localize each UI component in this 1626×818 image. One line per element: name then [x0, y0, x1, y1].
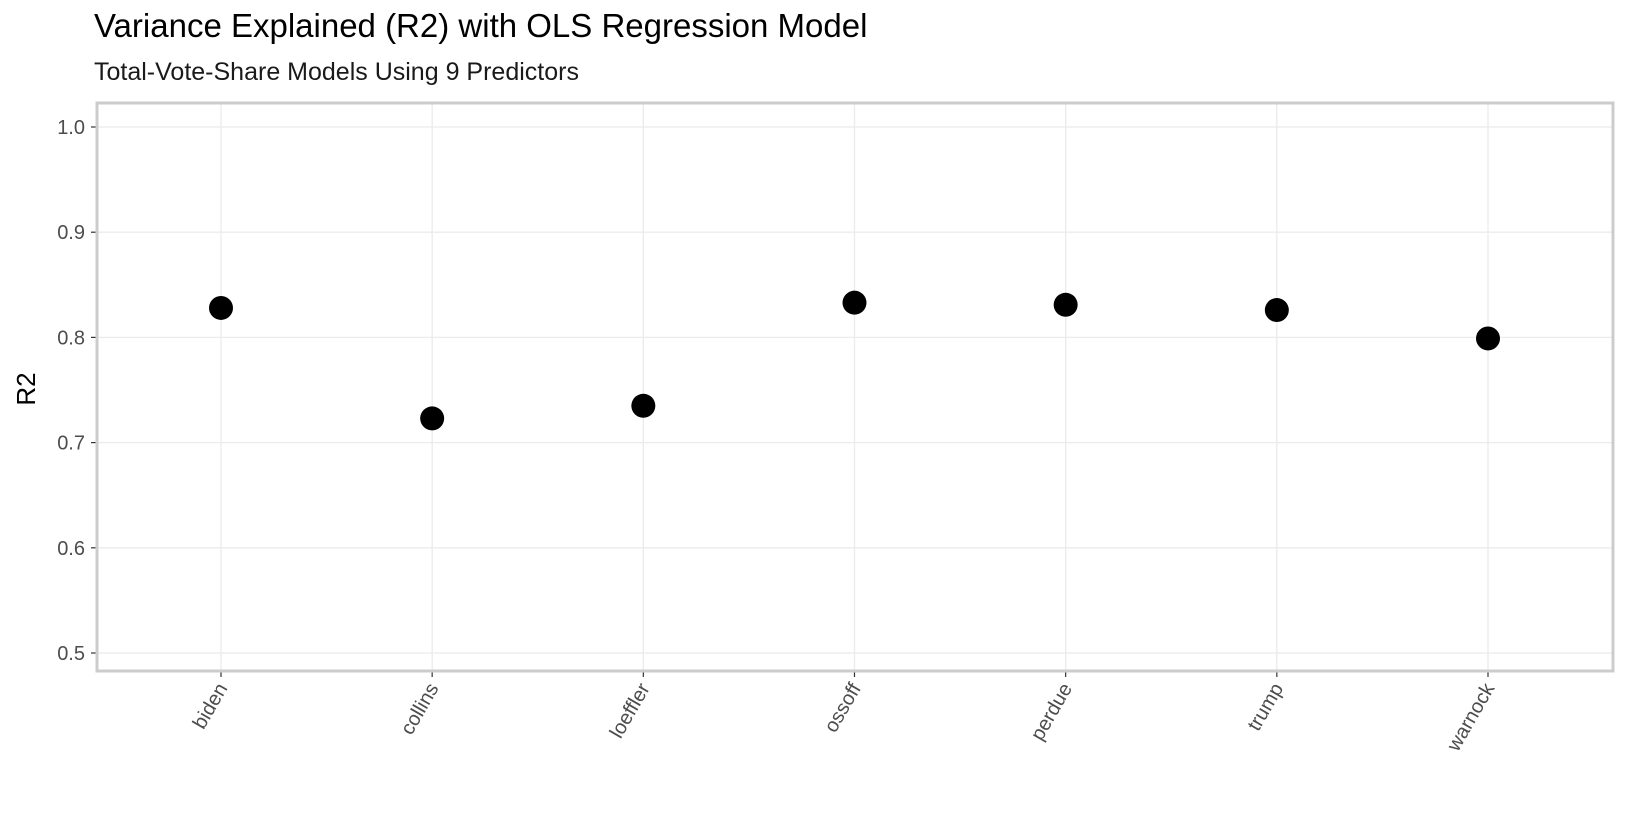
data-points	[209, 290, 1500, 431]
y-axis-ticks: 0.5 0.6 0.7 0.8 0.9 1.0	[57, 117, 97, 665]
y-axis-label: R2	[11, 372, 41, 405]
plot-panel-border	[95, 101, 1615, 673]
x-tick-label-ossoff: ossoff	[820, 679, 866, 736]
x-tick-label-trump: trump	[1244, 680, 1289, 735]
x-tick-label-collins: collins	[397, 680, 444, 739]
x-tick-label-biden: biden	[189, 680, 233, 733]
y-tick-label: 0.5	[57, 643, 85, 665]
data-point-collins	[420, 406, 445, 431]
chart-title: Variance Explained (R2) with OLS Regress…	[94, 7, 867, 44]
y-tick-label: 0.7	[57, 433, 85, 455]
data-point-biden	[209, 295, 233, 320]
grid	[97, 103, 1613, 671]
x-axis-ticks: biden collins loeffler ossoff perdue trump war…	[189, 671, 1500, 756]
x-tick-label-loeffler: loeffler	[606, 679, 655, 742]
y-tick-label: 0.8	[57, 327, 85, 349]
y-tick-label: 1.0	[57, 117, 85, 139]
y-tick-label: 0.6	[57, 538, 85, 560]
x-tick-label-perdue: perdue	[1027, 680, 1077, 745]
y-tick-label: 0.9	[57, 222, 85, 244]
data-point-loeffler	[631, 393, 656, 418]
x-tick-label-warnock: warnock	[1443, 679, 1500, 756]
data-point-trump	[1264, 298, 1289, 323]
data-point-ossoff	[842, 290, 867, 315]
data-point-perdue	[1053, 292, 1078, 317]
chart-subtitle: Total-Vote-Share Models Using 9 Predicto…	[94, 58, 579, 86]
data-point-warnock	[1476, 326, 1500, 351]
